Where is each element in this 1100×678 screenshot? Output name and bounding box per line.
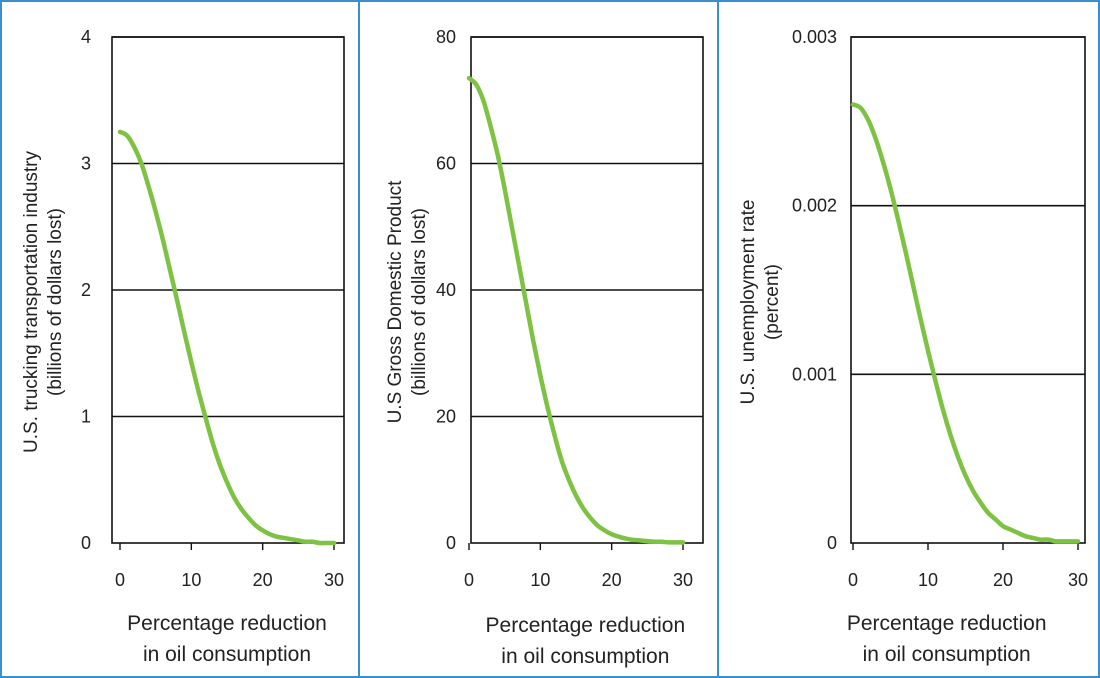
plot-frame: [849, 36, 1086, 544]
y-axis-label-line-1: U.S. trucking transportation industry: [21, 150, 42, 454]
chart-gdp: 0 20 40 60 80 0 10 20 30: [436, 27, 705, 590]
x-tick-label: 0: [464, 570, 474, 590]
y-tick-label: 0: [81, 533, 91, 553]
y-tick-label: 0.003: [792, 27, 837, 47]
x-axis-label-line-1: Percentage reduction: [127, 612, 327, 635]
x-tick-label: 10: [531, 570, 551, 590]
x-axis-label: Percentage reduction in oil consumption: [797, 608, 1097, 670]
series-line: [850, 102, 1080, 544]
y-tick-label: 3: [81, 154, 91, 174]
plot-frame: [111, 36, 345, 544]
x-axis-label-line-1: Percentage reduction: [485, 614, 686, 637]
y-tick-label: 4: [81, 27, 91, 47]
chart-unemployment: 0 0.001 0.002 0.003 0 10 20 30: [792, 27, 1088, 590]
x-tick-label: 20: [253, 570, 273, 590]
chart-trucking: 0 1 2 3 4 0 10 20 30: [81, 27, 345, 590]
x-tick-label: 10: [918, 570, 938, 590]
chart-panel-unemployment: 0 0.001 0.002 0.003 0 10 20 30 U.S. unemploymen…: [719, 2, 1098, 676]
series-line: [467, 75, 686, 545]
x-axis-label-line-1: Percentage reduction: [846, 612, 1047, 635]
x-axis-label: Percentage reduction in oil consumption: [435, 610, 735, 672]
y-axis-label: U.S. unemployment rate (percent): [737, 72, 785, 532]
y-tick-label: 0: [827, 533, 837, 553]
y-tick-label: 0: [446, 533, 456, 553]
y-axis-label-line-2: (billions of dollars lost): [45, 208, 66, 396]
y-axis-label: U.S. trucking transportation industry (b…: [20, 72, 68, 532]
x-tick-label: 30: [1068, 570, 1088, 590]
y-axis-label: U.S Gross Domestic Product (billions of …: [384, 72, 432, 532]
y-tick-label: 20: [436, 407, 456, 427]
x-tick-label: 30: [324, 570, 344, 590]
y-tick-label: 60: [436, 154, 456, 174]
y-tick-label: 80: [436, 27, 456, 47]
x-axis-label-line-2: in oil consumption: [142, 643, 312, 666]
x-tick-label: 0: [848, 570, 858, 590]
y-axis-label-line-2: (billions of dollars lost): [409, 208, 431, 396]
x-tick-label: 0: [115, 570, 125, 590]
y-axis-label-line-1: U.S Gross Domestic Product: [385, 180, 407, 424]
x-axis-label-line-2: in oil consumption: [501, 645, 670, 668]
x-tick-label: 20: [602, 570, 622, 590]
x-tick-label: 10: [181, 570, 201, 590]
chart-panel-gdp: 0 20 40 60 80 0 10 20 30 U.S Gross Domestic Prod…: [360, 2, 719, 676]
x-axis-label-line-2: in oil consumption: [862, 643, 1031, 666]
plot-frame: [470, 36, 705, 544]
x-tick-label: 20: [993, 570, 1013, 590]
chart-panel-trucking: 0 1 2 3 4 0 10 20 30 U.S. trucking transportatio…: [2, 2, 361, 676]
y-tick-label: 1: [81, 407, 91, 427]
y-tick-label: 0.002: [792, 196, 837, 216]
series-line: [117, 129, 337, 546]
x-axis-label: Percentage reduction in oil consumption: [77, 608, 377, 670]
x-tick-label: 30: [673, 570, 693, 590]
y-axis-label-line-1: U.S. unemployment rate: [737, 199, 759, 405]
y-tick-label: 0.001: [792, 364, 837, 384]
y-axis-label-line-2: (percent): [761, 263, 783, 341]
y-tick-label: 2: [81, 280, 91, 300]
y-tick-label: 40: [436, 280, 456, 300]
